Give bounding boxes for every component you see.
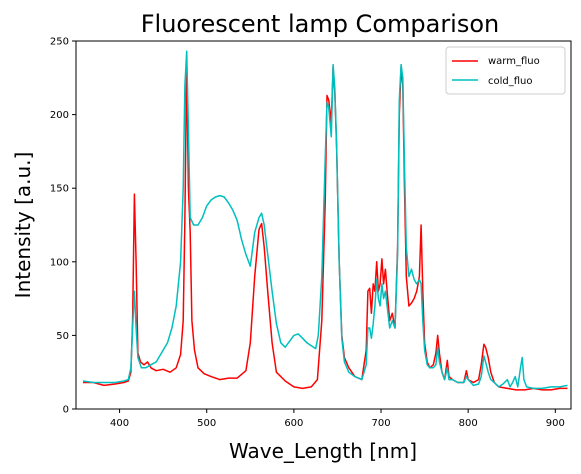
x-tick-label: 800 <box>459 418 478 429</box>
chart-title: Fluorescent lamp Comparison <box>141 10 500 38</box>
y-tick-label: 250 <box>50 37 69 48</box>
legend-box <box>445 46 566 95</box>
legend-label-cold-fluo: cold_fluo <box>488 76 533 87</box>
legend: warm_fluo cold_fluo <box>445 46 566 95</box>
x-axis-title: Wave_Length [nm] <box>229 439 417 463</box>
y-tick-label: 50 <box>56 331 69 342</box>
axes-layer: 400 500 600 700 800 900 0 50 100 150 200 250 <box>50 37 565 430</box>
x-tick-label: 500 <box>197 418 216 429</box>
x-tick-label: 400 <box>110 418 129 429</box>
y-tick-label: 0 <box>63 405 69 416</box>
series-line-warm-fluo <box>83 60 568 391</box>
x-tick-label: 700 <box>371 418 390 429</box>
legend-label-warm-fluo: warm_fluo <box>488 56 540 67</box>
plot-frame <box>75 40 572 410</box>
y-tick-label: 100 <box>50 257 69 268</box>
series-line-cold-fluo <box>82 50 568 390</box>
series-layer <box>82 50 568 391</box>
x-tick-label: 900 <box>546 418 565 429</box>
plot-area <box>75 40 572 410</box>
y-axis-title: Intensity [a.u.] <box>11 152 35 299</box>
y-tick-label: 200 <box>50 110 69 121</box>
x-tick-label: 600 <box>284 418 303 429</box>
y-tick-label: 150 <box>50 184 69 195</box>
